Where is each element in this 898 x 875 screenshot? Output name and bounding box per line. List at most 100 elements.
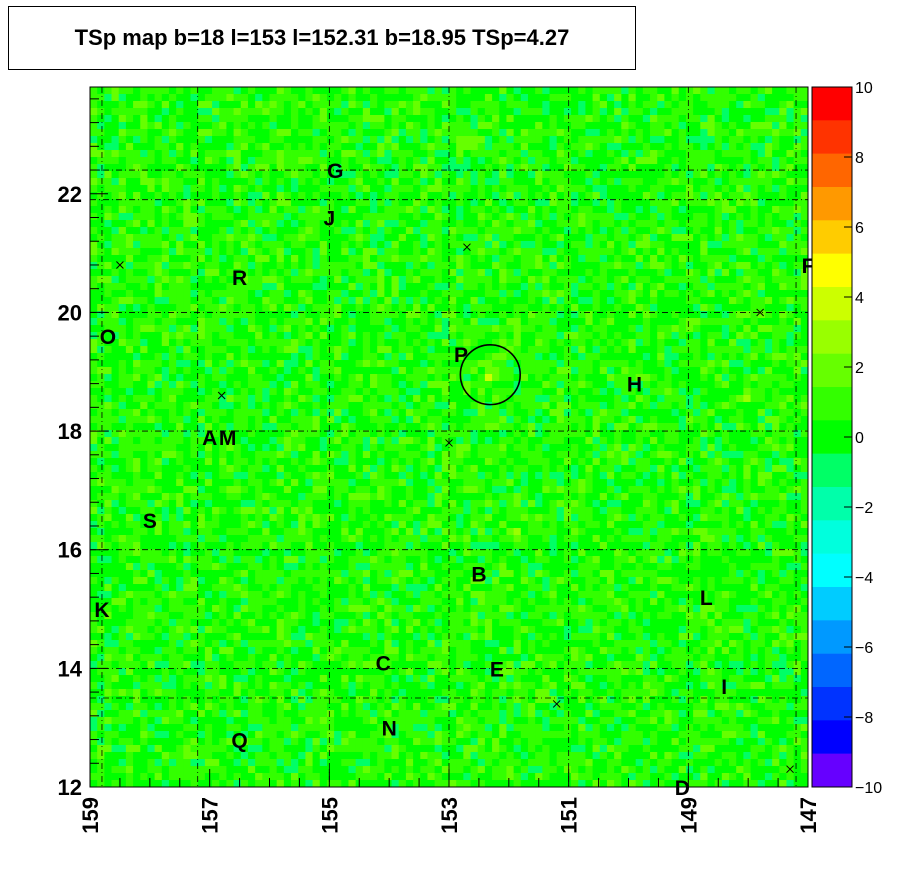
heatmap-cell [729,269,737,277]
heatmap-cell [276,332,285,340]
heatmap-cell [743,283,751,291]
heatmap-cell [377,94,385,102]
heatmap-cell [111,311,120,319]
heatmap-cell [370,234,378,242]
heatmap-cell [154,360,163,368]
heatmap-cell [635,283,644,291]
heatmap-cell [736,171,744,179]
heatmap-cell [326,94,335,102]
heatmap-cell [614,248,622,256]
heatmap-cell [183,129,191,137]
heatmap-cell [355,423,364,431]
heatmap-cell [355,360,364,368]
heatmap-cell [104,94,112,102]
heatmap-cell [793,129,802,137]
heatmap-cell [370,255,378,263]
heatmap-cell [197,192,206,200]
heatmap-cell [391,220,400,228]
heatmap-cell [427,199,436,207]
heatmap-cell [154,395,163,403]
heatmap-cell [247,346,256,354]
heatmap-cell [599,101,608,109]
heatmap-cell [197,283,206,291]
heatmap-cell [104,367,112,375]
heatmap-cell [190,381,199,389]
heatmap-cell [449,346,457,354]
heatmap-cell [542,269,550,277]
heatmap-cell [168,304,177,312]
heatmap-cell [642,346,651,354]
heatmap-cell [441,241,450,249]
heatmap-cell [700,297,708,305]
heatmap-cell [700,381,708,389]
heatmap-cell [578,143,586,151]
heatmap-cell [599,381,608,389]
heatmap-cell [470,199,479,207]
heatmap-cell [434,171,443,179]
heatmap-cell [721,388,730,396]
heatmap-cell [140,353,148,361]
heatmap-cell [233,192,242,200]
heatmap-cell [226,409,234,417]
heatmap-cell [721,241,730,249]
heatmap-cell [111,283,120,291]
heatmap-cell [664,409,672,417]
heatmap-cell [527,157,536,165]
heatmap-cell [276,367,285,375]
heatmap-cell [90,185,98,193]
heatmap-cell [456,325,464,333]
heatmap-cell [233,283,242,291]
heatmap-cell [606,192,615,200]
heatmap-cell [592,332,601,340]
heatmap-cell [384,332,392,340]
heatmap-cell [118,115,127,123]
heatmap-cell [556,157,565,165]
heatmap-cell [664,332,672,340]
heatmap-cell [513,269,522,277]
heatmap-cell [370,199,378,207]
heatmap-cell [111,381,120,389]
heatmap-cell [606,248,615,256]
heatmap-cell [90,388,98,396]
heatmap-cell [125,101,134,109]
heatmap-cell [420,430,428,438]
heatmap-cell [542,199,550,207]
heatmap-cell [463,94,471,102]
heatmap-cell [341,388,349,396]
heatmap-cell [133,164,141,172]
heatmap-cell [176,213,184,221]
heatmap-cell [90,395,98,403]
heatmap-cell [693,157,701,165]
heatmap-cell [578,192,586,200]
heatmap-cell [757,255,766,263]
heatmap-cell [183,122,191,130]
heatmap-cell [362,227,371,235]
heatmap-cell [470,87,479,95]
heatmap-cell [463,136,471,144]
heatmap-cell [370,290,378,298]
heatmap-cell [204,115,213,123]
heatmap-cell [563,283,572,291]
heatmap-cell [578,248,586,256]
heatmap-cell [657,108,665,116]
heatmap-cell [549,311,558,319]
heatmap-cell [736,185,744,193]
heatmap-cell [592,227,601,235]
heatmap-cell [685,129,694,137]
heatmap-cell [714,381,723,389]
heatmap-cell [262,157,270,165]
heatmap-cell [413,108,421,116]
heatmap-cell [721,220,730,228]
heatmap-cell [642,297,651,305]
heatmap-cell [693,206,701,214]
heatmap-cell [671,157,680,165]
heatmap-cell [247,122,256,130]
heatmap-cell [111,325,120,333]
heatmap-cell [176,150,184,158]
heatmap-cell [492,101,500,109]
heatmap-cell [599,430,608,438]
heatmap-cell [585,353,593,361]
heatmap-cell [262,283,270,291]
heatmap-cell [90,129,98,137]
heatmap-cell [542,304,550,312]
